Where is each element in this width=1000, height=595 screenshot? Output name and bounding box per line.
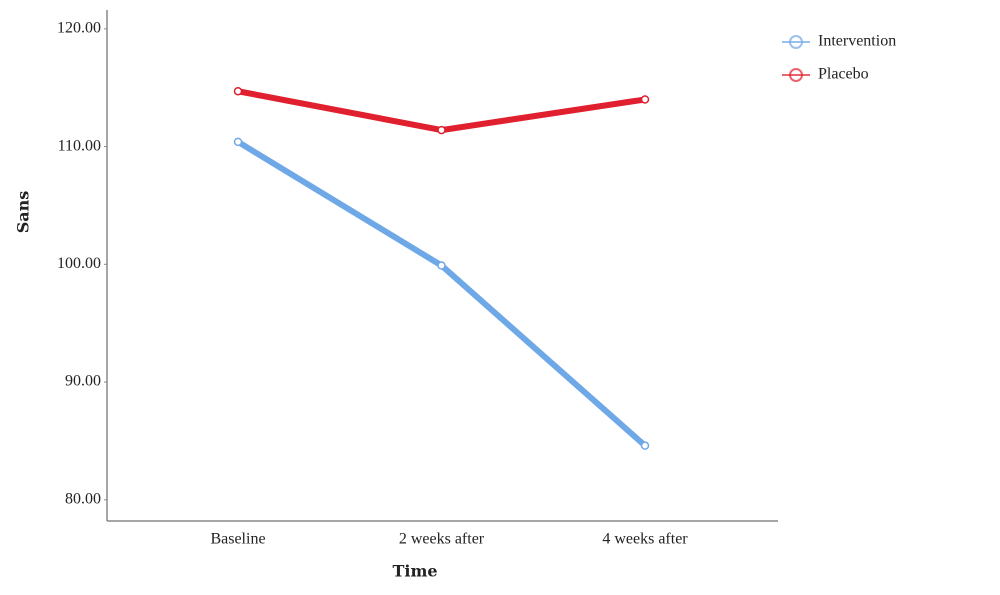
legend-label: Placebo <box>818 66 869 83</box>
y-tick-label: 100.00 <box>57 255 101 272</box>
point <box>233 137 243 147</box>
point <box>640 95 650 104</box>
y-tick-label: 120.00 <box>57 20 101 37</box>
legend-label: Intervention <box>818 33 896 50</box>
series-line <box>237 88 646 134</box>
series-line <box>236 139 647 448</box>
x-tick-label: 2 weeks after <box>399 531 485 548</box>
x-tick-label: Baseline <box>210 531 265 548</box>
point <box>437 125 446 135</box>
x-axis-title: Time <box>392 562 437 581</box>
x-tick-label: 4 weeks after <box>602 531 688 548</box>
y-tick-label: 110.00 <box>58 137 101 154</box>
y-axis-title: Sans <box>14 191 33 234</box>
y-tick-label: 80.00 <box>65 490 101 507</box>
y-tick-label: 90.00 <box>65 373 101 390</box>
point <box>437 261 446 270</box>
legend-marker <box>789 68 803 82</box>
legend-marker <box>789 35 803 49</box>
point <box>233 86 243 96</box>
point <box>640 441 650 450</box>
